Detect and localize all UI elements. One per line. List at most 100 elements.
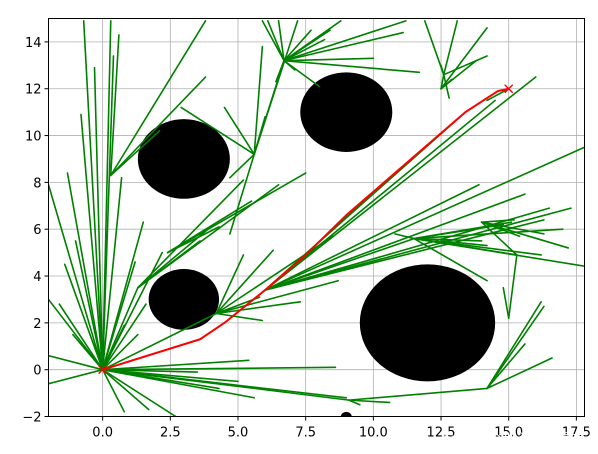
tree-edge bbox=[266, 20, 285, 62]
y-axis-ticks: −2 0 2 4 6 8 10 12 14 bbox=[22, 36, 49, 426]
tree-edge bbox=[109, 76, 207, 177]
tree-edge bbox=[101, 368, 199, 373]
obstacle-circle bbox=[148, 269, 220, 330]
tree-edge bbox=[283, 29, 331, 62]
tree-edge bbox=[215, 300, 302, 315]
tree-edge bbox=[109, 34, 120, 177]
obstacles bbox=[137, 72, 496, 417]
tree-edge bbox=[277, 20, 285, 62]
tree-edges bbox=[48, 20, 585, 417]
tree-edge bbox=[261, 20, 285, 62]
tree-edge bbox=[283, 59, 421, 74]
tree-edge bbox=[253, 45, 264, 156]
tree-edge bbox=[101, 312, 218, 371]
tree-edge bbox=[440, 73, 445, 90]
tree-edge bbox=[486, 357, 553, 390]
tree-edge bbox=[101, 366, 337, 371]
tree-edge bbox=[283, 20, 407, 62]
tree-edge bbox=[507, 254, 518, 319]
tree-edge bbox=[215, 249, 274, 315]
tree-edge bbox=[101, 368, 177, 417]
tree-edge bbox=[264, 207, 572, 291]
path-line bbox=[102, 87, 509, 371]
tree-edge bbox=[264, 146, 585, 291]
obstacle-circle bbox=[300, 72, 393, 152]
tree-edge bbox=[413, 228, 564, 240]
tree-edge bbox=[66, 172, 104, 371]
tree-edge bbox=[480, 219, 515, 223]
tree-edge bbox=[442, 73, 450, 99]
tree-edge bbox=[48, 183, 104, 371]
tree-edge bbox=[413, 237, 483, 242]
tree-edge bbox=[215, 279, 339, 315]
plot-frame bbox=[48, 18, 585, 417]
y-tick-label: 14 bbox=[25, 36, 42, 51]
tree-edge bbox=[283, 38, 326, 62]
y-tick-label: 2 bbox=[33, 317, 41, 332]
tree-edge bbox=[215, 312, 264, 322]
tree-edge bbox=[413, 237, 488, 282]
watermark: CSDN @那心里你最美 bbox=[444, 432, 586, 448]
tree-edge bbox=[137, 179, 245, 289]
tree-edge bbox=[101, 368, 256, 399]
y-tick-label: 8 bbox=[33, 176, 41, 191]
y-tick-label: 12 bbox=[25, 83, 42, 98]
x-axis-ticks: 0.0 2.5 5.0 7.5 10.0 12.5 15.0 17.5 bbox=[92, 416, 591, 441]
tree-edge bbox=[264, 99, 496, 291]
tree-edge bbox=[58, 303, 104, 371]
tree-edge bbox=[74, 240, 104, 371]
x-tick-label: 7.5 bbox=[295, 426, 316, 441]
tree-edge bbox=[72, 333, 104, 371]
tree-edge bbox=[480, 221, 518, 256]
tree-edge bbox=[413, 237, 542, 256]
y-tick-label: 10 bbox=[25, 130, 42, 145]
obstacle-circle bbox=[137, 119, 230, 199]
x-tick-label: 17.5 bbox=[562, 426, 591, 441]
tree-edge bbox=[394, 233, 415, 240]
tree-edge bbox=[109, 20, 207, 177]
tree-edge bbox=[101, 176, 123, 371]
tree-edge bbox=[215, 254, 245, 315]
tree-edge bbox=[101, 368, 350, 401]
tree-edge bbox=[283, 31, 404, 62]
tree-edge bbox=[423, 20, 445, 76]
tree-edge bbox=[283, 59, 321, 88]
tree-edge bbox=[486, 300, 542, 390]
x-tick-label: 12.5 bbox=[427, 426, 456, 441]
tree-edge bbox=[283, 29, 312, 62]
tree-edge bbox=[440, 59, 478, 90]
tree-edge bbox=[101, 368, 150, 411]
y-tick-label: −2 bbox=[22, 411, 41, 426]
tree-edge bbox=[101, 303, 147, 371]
x-tick-label: 2.5 bbox=[160, 426, 181, 441]
tree-edge bbox=[264, 207, 551, 291]
planned-path bbox=[102, 87, 509, 371]
tree-edge bbox=[480, 221, 545, 235]
tree-edge bbox=[215, 235, 334, 315]
tree-edge bbox=[275, 59, 285, 83]
tree-edge bbox=[101, 333, 139, 371]
obstacle-circle bbox=[359, 264, 496, 382]
goal-marker bbox=[504, 84, 514, 94]
tree-edge bbox=[264, 183, 480, 291]
markers bbox=[98, 84, 514, 375]
tree-edge bbox=[101, 359, 250, 371]
tree-edge bbox=[48, 354, 104, 371]
tree-edge bbox=[283, 57, 375, 62]
x-tick-label: 5.0 bbox=[228, 426, 249, 441]
tree-edge bbox=[101, 55, 115, 371]
tree-edge bbox=[80, 113, 104, 371]
tree-edge bbox=[101, 368, 126, 413]
tree-edge bbox=[264, 76, 537, 291]
tree-edge bbox=[486, 305, 545, 390]
tree-edge bbox=[93, 66, 104, 371]
tree-edge bbox=[264, 193, 526, 291]
tree-edge bbox=[348, 399, 391, 404]
tree-edge bbox=[253, 59, 285, 156]
tree-edge bbox=[48, 368, 104, 385]
tree-edge bbox=[180, 106, 256, 156]
tree-edge bbox=[101, 324, 126, 371]
tree-edge bbox=[480, 221, 570, 249]
tree-edge bbox=[502, 286, 510, 319]
